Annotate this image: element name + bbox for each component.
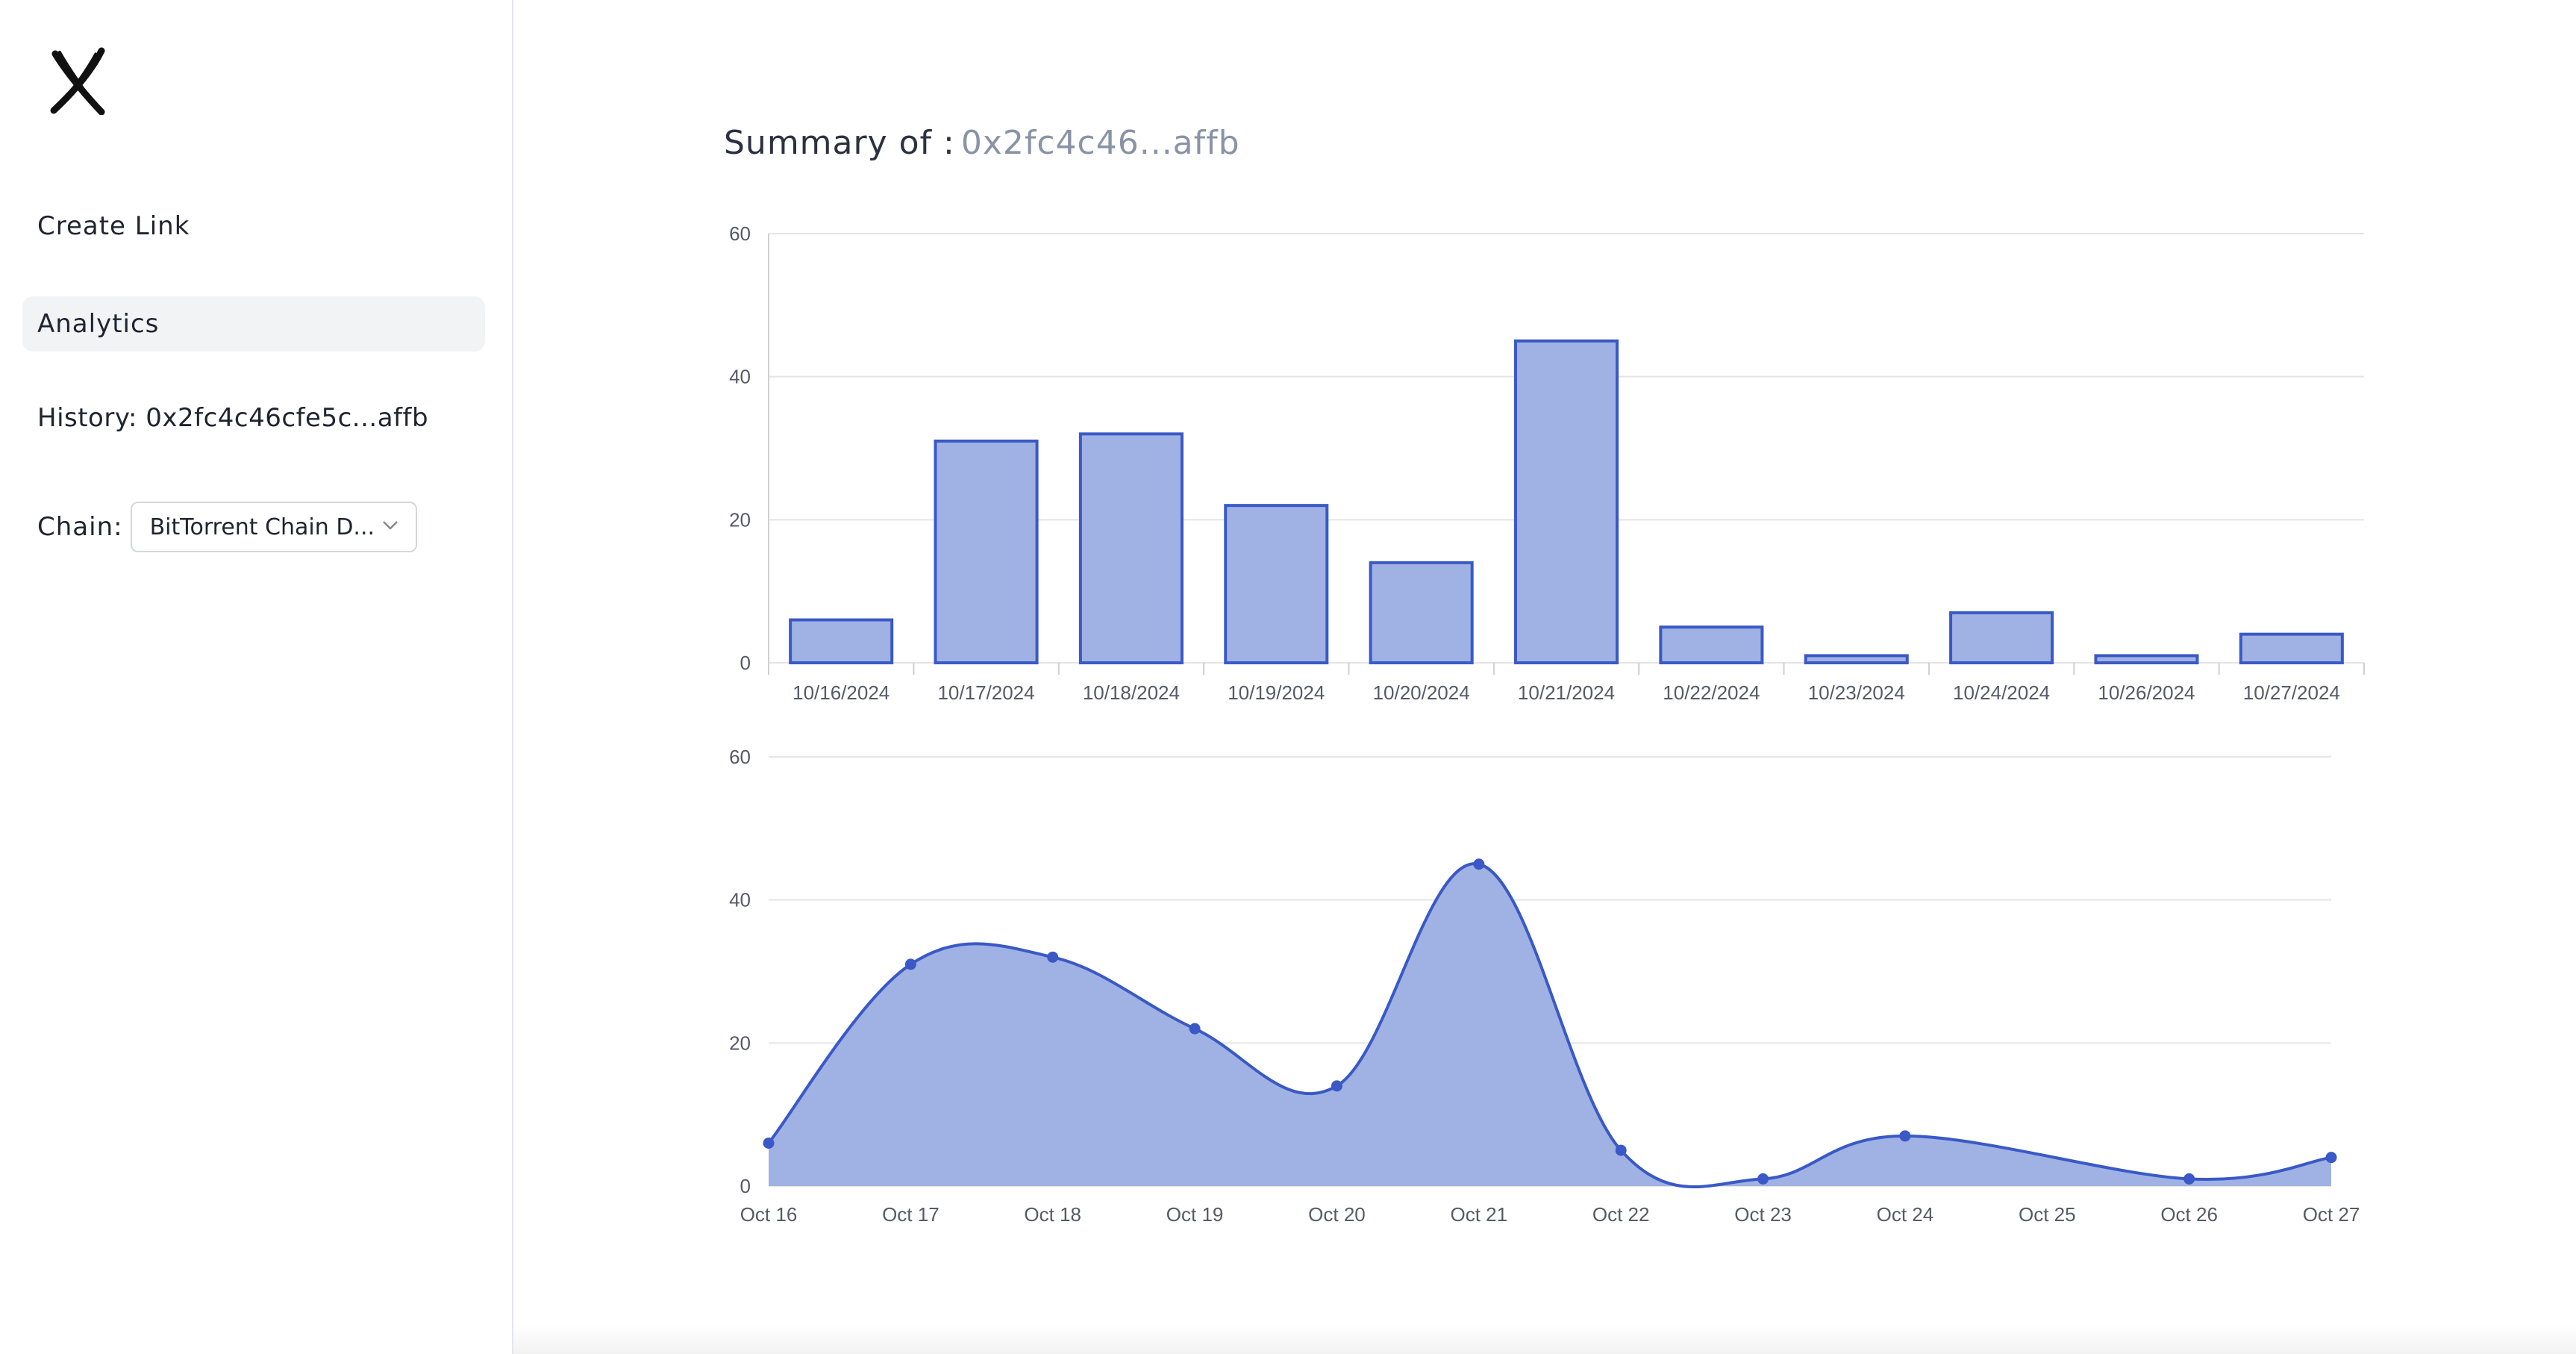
x-tick-label: Oct 25 [2019, 1203, 2076, 1226]
x-tick-label: 10/18/2024 [1083, 681, 1180, 704]
data-point [1899, 1130, 1911, 1142]
x-tick-label: 10/22/2024 [1663, 681, 1760, 704]
x-tick-label: Oct 22 [1592, 1203, 1650, 1226]
sidebar-item-label: Analytics [37, 309, 160, 339]
data-point [763, 1138, 775, 1149]
area-chart: 0 20 40 60 Oct 16 Oct 17 Oct 18 Oct 19 Oct 20 Oct… [729, 746, 2360, 1226]
x-tick-label: 10/16/2024 [793, 681, 890, 704]
data-point [1615, 1144, 1627, 1156]
sidebar-item-label: Create Link [37, 211, 190, 241]
y-tick-label: 40 [729, 889, 751, 911]
y-tick-label: 0 [740, 652, 751, 674]
x-tick-label: Oct 24 [1877, 1203, 1934, 1226]
data-point [1331, 1080, 1342, 1092]
x-tick-label: 10/24/2024 [1953, 681, 2050, 704]
bar [1804, 654, 1909, 665]
x-tick-label: 10/17/2024 [937, 681, 1034, 704]
area-fill [769, 864, 2331, 1188]
bar [1949, 611, 2054, 665]
x-tick-label: 10/27/2024 [2243, 681, 2340, 704]
x-logo-icon[interactable] [49, 46, 107, 115]
x-tick-label: Oct 26 [2160, 1203, 2218, 1226]
series-line [767, 862, 2332, 1189]
bar [1369, 561, 1474, 664]
y-tick-label: 20 [729, 508, 751, 531]
x-tick-label: Oct 21 [1451, 1203, 1508, 1226]
bar [1224, 504, 1329, 665]
data-point [1473, 858, 1485, 870]
y-tick-label: 40 [729, 366, 751, 388]
data-point [2325, 1152, 2337, 1164]
chain-label: Chain: [37, 512, 123, 542]
x-tick-label: Oct 17 [882, 1203, 940, 1226]
x-tick-label: Oct 23 [1734, 1203, 1792, 1226]
bottom-shadow [513, 1324, 2576, 1354]
bar [1078, 432, 1184, 664]
sidebar-item-analytics[interactable]: Analytics [22, 296, 485, 352]
bar-chart: 0 20 40 60 10/16/2024 10/17/2024 10/18/2024 10/… [729, 222, 2365, 704]
y-tick-label: 60 [729, 746, 751, 768]
y-tick-label: 20 [729, 1032, 751, 1054]
bar [2094, 654, 2199, 665]
bar [934, 439, 1039, 665]
bar [1513, 339, 1619, 664]
data-point [1189, 1023, 1201, 1035]
x-tick-label: Oct 19 [1166, 1203, 1224, 1226]
x-tick-label: Oct 20 [1308, 1203, 1366, 1226]
chain-select[interactable]: BitTorrent Chain D... [130, 502, 417, 552]
data-point [2183, 1173, 2195, 1185]
x-tick-label: 10/21/2024 [1518, 681, 1615, 704]
data-point [904, 958, 916, 970]
summary-label: Summary of : [724, 124, 955, 162]
x-tick-label: Oct 27 [2303, 1203, 2360, 1226]
chain-selector-row: Chain: BitTorrent Chain D... [37, 502, 417, 552]
x-tick-label: 10/20/2024 [1373, 681, 1470, 704]
data-point [1757, 1173, 1769, 1185]
sidebar-item-history[interactable]: History: 0x2fc4c46cfe5c...affb [37, 403, 429, 433]
sidebar: Create Link Analytics History: 0x2fc4c46… [0, 0, 513, 1354]
bar [2239, 632, 2344, 665]
chain-select-value: BitTorrent Chain D... [149, 514, 375, 540]
chevron-down-icon [382, 521, 398, 530]
y-tick-label: 0 [740, 1175, 751, 1197]
x-tick-label: Oct 16 [740, 1203, 798, 1226]
y-tick-label: 60 [729, 222, 751, 245]
page-title: Summary of :0x2fc4c46...affb [724, 124, 1240, 162]
sidebar-item-create-link[interactable]: Create Link [22, 199, 485, 254]
x-tick-label: 10/23/2024 [1808, 681, 1905, 704]
x-tick-label: 10/19/2024 [1228, 681, 1325, 704]
data-point [1047, 951, 1059, 963]
bar [789, 618, 894, 664]
x-tick-label: Oct 18 [1024, 1203, 1081, 1226]
bar [1659, 625, 1764, 664]
summary-address: 0x2fc4c46...affb [960, 124, 1240, 162]
x-tick-label: 10/26/2024 [2098, 681, 2195, 704]
